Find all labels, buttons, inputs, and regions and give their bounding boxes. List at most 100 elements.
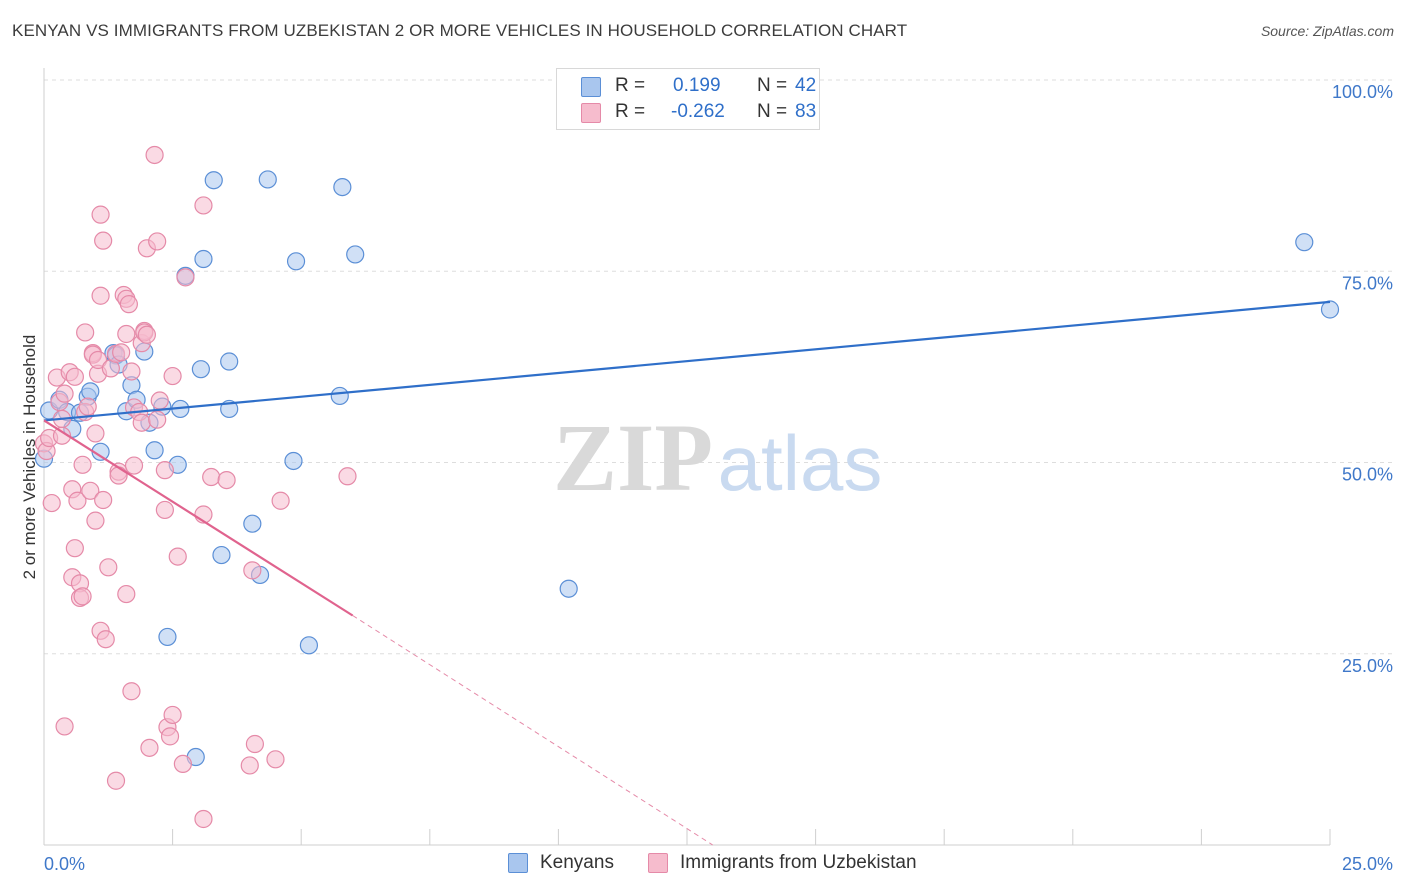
uzbekistan-point [55, 384, 74, 403]
uzbekistan-point [106, 771, 126, 790]
uzbekistan-point [73, 587, 92, 606]
uzbekistan-point [168, 547, 187, 566]
uzbekistan-point [194, 809, 213, 829]
kenyan-point [81, 382, 100, 401]
uzbekistan-trend-extension [352, 615, 713, 846]
series-legend: Kenyans Immigrants from Uzbekistan [0, 852, 1406, 878]
uzbekistan-point [163, 705, 182, 725]
kenyan-point [1295, 233, 1314, 252]
uzbekistan-point [173, 754, 192, 774]
uzbekistan-point [78, 397, 97, 416]
kenyan-point [191, 360, 210, 379]
kenyan-point [243, 514, 262, 533]
uzbekistan-point [338, 467, 357, 486]
grid-layer [44, 79, 1392, 655]
uzbekistan-point [109, 466, 128, 485]
kenyan-trend-line [43, 300, 1331, 422]
uzbekistan-point [99, 558, 118, 577]
y-tick-label: 25.0% [1342, 656, 1393, 676]
uzbekistan-point [94, 231, 113, 250]
r-value: 0.199 [673, 75, 721, 96]
uzbekistan-point [65, 367, 84, 386]
uzbekistan-point [176, 268, 195, 287]
uzbekistan-point [91, 286, 110, 305]
y-tick-label: 100.0% [1332, 82, 1393, 102]
y-tick-label: 75.0% [1342, 273, 1393, 293]
y-axis-label: 2 or more Vehicles in Household [20, 334, 39, 580]
legend-swatch-blue [581, 77, 601, 97]
uzbekistan-point [117, 584, 136, 604]
uzbekistan-point [122, 682, 141, 701]
legend-swatch-pink [581, 103, 601, 123]
n-label: N = [757, 75, 788, 96]
legend-label-uzbekistan: Immigrants from Uzbekistan [680, 852, 917, 873]
trend-layer [43, 300, 1331, 846]
uzbekistan-point [217, 470, 236, 490]
uzbekistan-point [86, 511, 105, 530]
uzbekistan-trend-line [43, 419, 354, 617]
watermark: ZIP atlas [553, 404, 882, 511]
uzbekistan-point [163, 366, 182, 386]
watermark-zip: ZIP [553, 404, 713, 511]
r-label: R = [615, 101, 646, 122]
x-tick-label: 25.0% [1342, 854, 1393, 874]
r-label: R = [615, 75, 646, 96]
uzbekistan-point [42, 493, 61, 513]
uzbekistan-point [117, 324, 136, 344]
uzbekistan-point [243, 561, 262, 580]
uzbekistan-point [76, 323, 95, 342]
kenyan-point [286, 252, 306, 271]
kenyan-point [330, 386, 349, 406]
uzbekistan-point [194, 196, 213, 215]
uzbekistan-point [148, 410, 167, 429]
uzbekistan-point [68, 491, 87, 510]
uzbekistan-point [96, 630, 115, 649]
uzbekistan-point [88, 350, 108, 370]
uzbekistan-point [140, 738, 159, 757]
uzbekistan-point [271, 491, 290, 510]
legend-swatch-pink [648, 853, 668, 873]
x-tick-label: 0.0% [44, 854, 85, 874]
kenyan-point [220, 352, 239, 371]
watermark-atlas: atlas [718, 419, 883, 507]
points-layer [34, 145, 1340, 829]
kenyan-point [1320, 300, 1340, 319]
source-label: Source: ZipAtlas.com [1260, 23, 1394, 39]
uzbekistan-point [73, 455, 92, 474]
legend-label-kenyans: Kenyans [540, 852, 614, 873]
n-value: 42 [795, 75, 817, 96]
kenyan-point [284, 451, 303, 471]
correlation-legend: R = 0.199 N = 42 R = -0.262 N = 83 [556, 68, 820, 130]
kenyan-point [333, 178, 352, 197]
r-value: -0.262 [671, 101, 725, 122]
uzbekistan-point [122, 362, 141, 381]
uzbekistan-point [81, 481, 100, 500]
uzbekistan-point [55, 717, 74, 736]
uzbekistan-point [124, 456, 144, 475]
n-value: 83 [795, 101, 817, 122]
uzbekistan-point [112, 343, 131, 362]
kenyan-point [299, 636, 319, 655]
kenyan-point [158, 627, 177, 647]
kenyan-point [258, 170, 277, 189]
uzbekistan-point [119, 295, 138, 314]
kenyan-point [212, 545, 231, 565]
kenyan-point [194, 249, 213, 269]
y-tick-label: 50.0% [1342, 465, 1393, 485]
uzbekistan-point [65, 539, 84, 558]
uzbekistan-point [155, 461, 174, 480]
legend-swatch-blue [508, 853, 528, 873]
uzbekistan-point [91, 205, 110, 224]
kenyan-point [559, 579, 578, 598]
uzbekistan-point [137, 325, 156, 344]
uzbekistan-point [132, 413, 151, 432]
uzbekistan-point [94, 490, 113, 510]
uzbekistan-point [155, 500, 174, 520]
uzbekistan-point [202, 467, 221, 487]
uzbekistan-point [150, 391, 169, 410]
kenyan-point [204, 171, 223, 190]
uzbekistan-point [245, 734, 265, 754]
ticks-layer: 25.0% 50.0% 75.0% 100.0% 0.0% 25.0% [44, 82, 1393, 874]
uzbekistan-point [160, 727, 180, 746]
